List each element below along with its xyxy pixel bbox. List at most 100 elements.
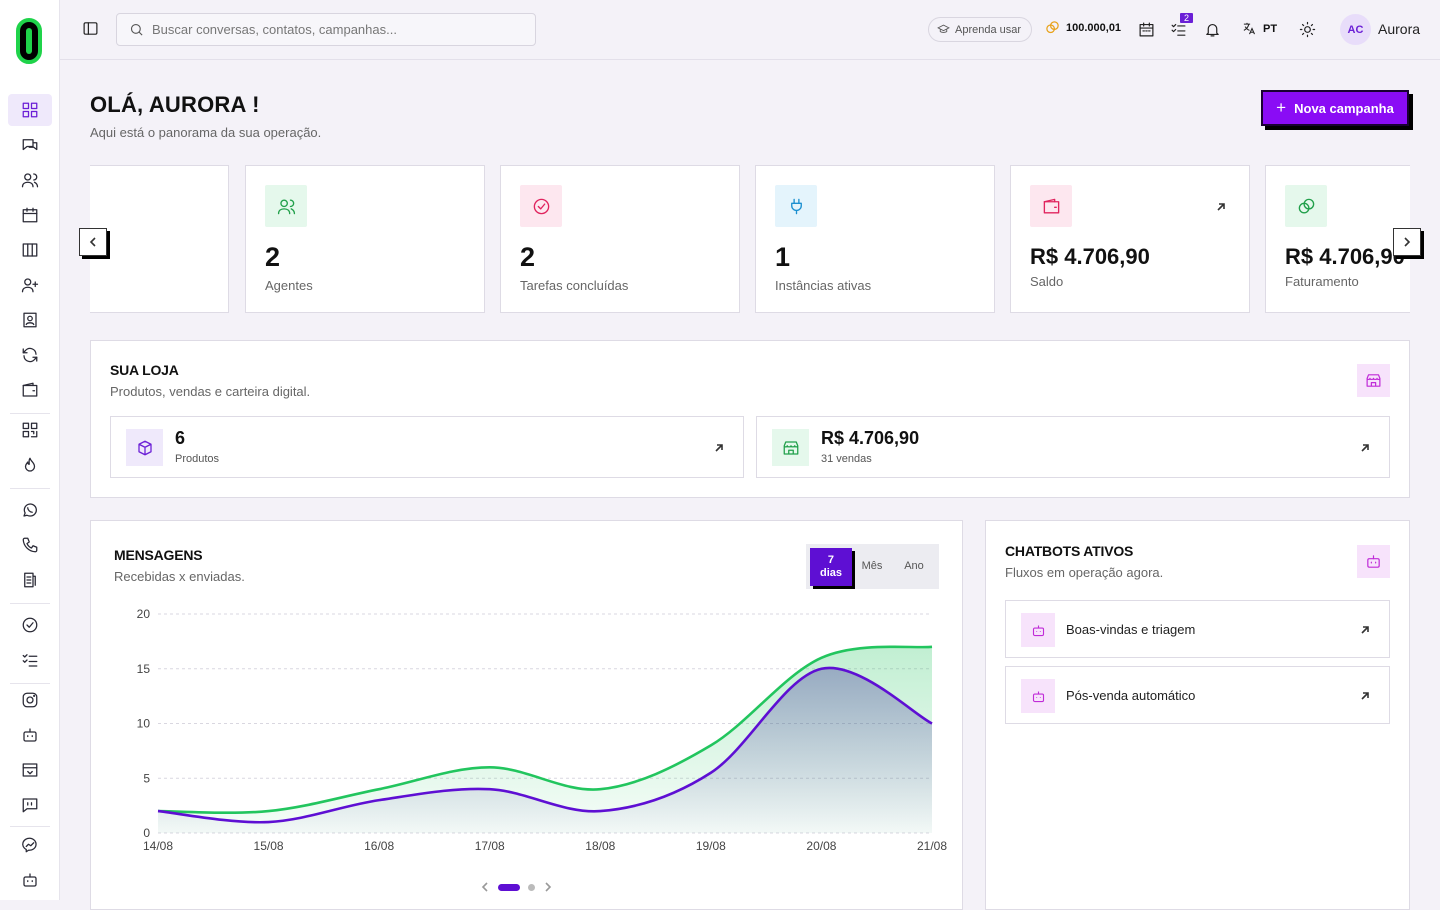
check-circle-icon (520, 185, 562, 227)
range-option-year[interactable]: Ano (904, 560, 924, 572)
quote-icon[interactable] (8, 789, 52, 821)
add-user-icon[interactable] (8, 269, 52, 301)
stat-value: 2 (265, 242, 281, 272)
sun-icon[interactable] (1299, 21, 1316, 38)
store-title: SUA LOJA (110, 362, 179, 378)
stat-card[interactable]: vas (90, 165, 229, 313)
pager-dot-active[interactable] (498, 883, 520, 891)
x-tick-label: 15/08 (254, 839, 284, 853)
y-tick-label: 0 (143, 826, 150, 840)
sales-value: R$ 4.706,90 (821, 428, 920, 448)
task-list-icon[interactable] (8, 644, 52, 676)
messenger-icon[interactable] (8, 829, 52, 861)
chatbots-subtitle: Fluxos em operação agora. (1005, 565, 1164, 580)
coins-icon (1046, 21, 1059, 34)
arrow-up-right-icon (1359, 441, 1371, 459)
phone-icon[interactable] (8, 529, 52, 561)
sidebar-toggle-icon[interactable] (82, 20, 99, 37)
products-card[interactable]: 6 Produtos (110, 416, 744, 478)
wallet-icon[interactable] (8, 374, 52, 406)
box-icon (126, 429, 163, 466)
check-circle-icon[interactable] (8, 609, 52, 641)
chart-pager (480, 882, 553, 892)
user-name[interactable]: Aurora (1378, 21, 1421, 37)
sales-card[interactable]: R$ 4.706,90 31 vendas (756, 416, 1390, 478)
stat-value: 2 (520, 242, 536, 272)
chatbot-name: Boas-vindas e triagem (1066, 622, 1196, 637)
plug-icon (775, 185, 817, 227)
chevron-left-icon[interactable] (480, 882, 490, 892)
tasks-count-badge: 2 (1180, 13, 1194, 23)
sidebar-divider (10, 683, 50, 684)
chatbot-item[interactable]: Boas-vindas e triagem (1005, 600, 1390, 658)
stat-label: Tarefas concluídas (520, 278, 629, 293)
arrow-up-right-icon[interactable] (1215, 200, 1227, 212)
stat-value: R$ 4.706,90 (1285, 244, 1405, 269)
credits-display[interactable]: 100.000,01 (1045, 20, 1121, 35)
pager-dot[interactable] (528, 883, 535, 891)
carousel-next-button[interactable] (1393, 228, 1421, 256)
messages-chart: 0 5 10 15 20 14/08 15/08 16/08 17/08 18/08 19/08 20… (137, 607, 948, 853)
stat-card-tasks[interactable]: 2 Tarefas concluídas (500, 165, 740, 313)
page-title: OLÁ, AURORA ! (90, 92, 260, 117)
shop-icon (772, 429, 809, 466)
stats-carousel: vas 2 Agentes 2 Tarefas concluídas 1 Ins… (90, 165, 1410, 313)
brand-logo[interactable] (16, 18, 42, 64)
x-tick-label: 19/08 (696, 839, 726, 853)
stat-label: Saldo (1030, 274, 1064, 289)
language-selector[interactable]: PT (1242, 21, 1277, 36)
top-bar: Aprenda usar 100.000,01 2 PT AC Aurora (60, 0, 1440, 60)
sync-icon[interactable] (8, 339, 52, 371)
new-campaign-button[interactable]: + Nova campanha (1261, 90, 1409, 126)
credits-value: 100.000,01 (1066, 21, 1122, 34)
stat-label: Agentes (265, 278, 313, 293)
contacts-icon[interactable] (8, 164, 52, 196)
stat-card-balance[interactable]: R$ 4.706,90 Saldo (1010, 165, 1250, 313)
bot-icon[interactable] (8, 719, 52, 751)
series-purple-line (157, 666, 933, 824)
bell-icon[interactable] (1204, 21, 1221, 38)
range-option-7d[interactable]: 7 dias (810, 548, 852, 586)
users-icon (265, 185, 307, 227)
sidebar-divider (10, 413, 50, 414)
stat-card-instances[interactable]: 1 Instâncias ativas (755, 165, 995, 313)
stat-card-revenue[interactable]: R$ 4.706,90 Faturamento (1265, 165, 1410, 313)
bot-icon[interactable] (1357, 545, 1390, 578)
messages-title: MENSAGENS (114, 547, 203, 563)
whatsapp-icon[interactable] (8, 494, 52, 526)
instagram-icon[interactable] (8, 684, 52, 716)
series-green-line (157, 645, 933, 815)
avatar[interactable]: AC (1340, 14, 1371, 45)
tasks-icon[interactable] (1170, 21, 1187, 38)
calendar-icon[interactable] (8, 199, 52, 231)
stat-value: 1 (775, 242, 791, 272)
robot-icon[interactable] (8, 864, 52, 896)
range-option-month[interactable]: Mês (861, 560, 883, 572)
dashboard-icon[interactable] (8, 94, 52, 126)
learn-button[interactable]: Aprenda usar (928, 17, 1033, 42)
store-subtitle: Produtos, vendas e carteira digital. (110, 384, 311, 399)
store-icon[interactable] (1357, 364, 1390, 397)
chatbot-item[interactable]: Pós-venda automático (1005, 666, 1390, 724)
chevron-right-icon[interactable] (543, 882, 553, 892)
sidebar-divider (10, 826, 50, 827)
chatbots-title: CHATBOTS ATIVOS (1005, 543, 1134, 559)
templates-icon[interactable] (8, 564, 52, 596)
learn-label: Aprenda usar (955, 23, 1022, 36)
search-input[interactable] (152, 22, 512, 37)
flame-icon[interactable] (8, 449, 52, 481)
search-field[interactable] (116, 13, 536, 46)
stat-card-agents[interactable]: 2 Agentes (245, 165, 485, 313)
kanban-icon[interactable] (8, 234, 52, 266)
arrow-up-right-icon (713, 441, 725, 459)
address-book-icon[interactable] (8, 304, 52, 336)
wallet-icon (1030, 185, 1072, 227)
calendar-icon[interactable] (1138, 21, 1155, 38)
conversations-icon[interactable] (8, 129, 52, 161)
inbox-icon[interactable] (8, 754, 52, 786)
qr-code-icon[interactable] (8, 414, 52, 446)
carousel-prev-button[interactable] (79, 228, 107, 256)
sales-label: 31 vendas (821, 453, 872, 465)
sidebar-divider (10, 603, 50, 604)
bot-icon (1021, 613, 1055, 647)
